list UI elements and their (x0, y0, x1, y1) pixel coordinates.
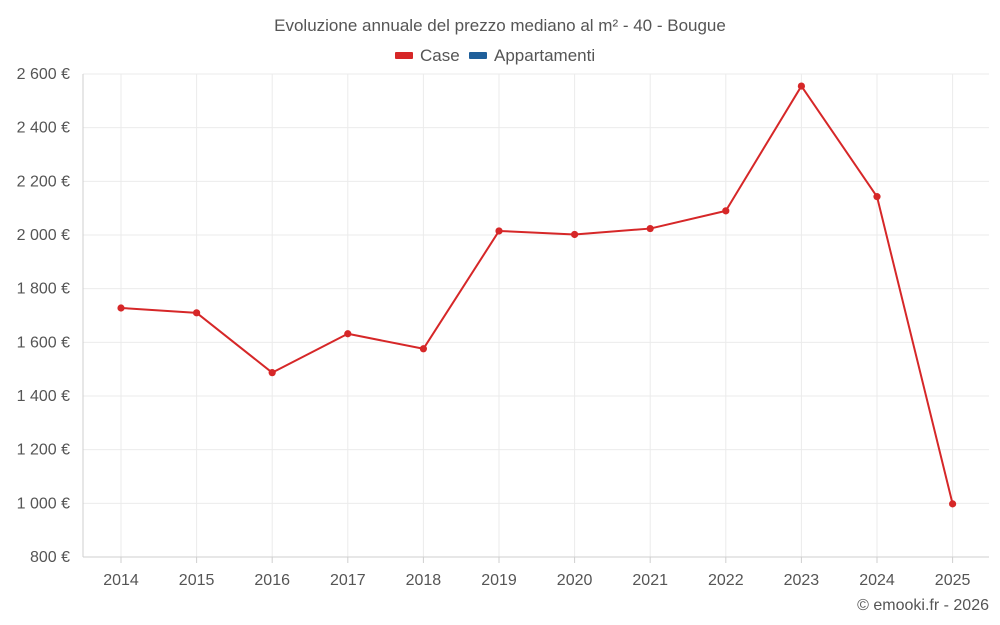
y-tick-label: 1 600 € (17, 334, 70, 351)
x-tick-label: 2016 (254, 572, 290, 589)
y-tick-label: 2 400 € (17, 120, 70, 137)
legend-label-case: Case (420, 46, 460, 65)
grid-lines (83, 73, 989, 557)
data-point-2022[interactable] (722, 207, 730, 215)
y-tick-label: 1 800 € (17, 281, 70, 298)
x-tick-label: 2025 (935, 572, 971, 589)
credit-text: © emooki.fr - 2026 (857, 597, 989, 614)
axes (82, 74, 989, 563)
data-point-2020[interactable] (571, 230, 579, 239)
y-tick-label: 1 000 € (17, 495, 70, 512)
data-point-2019[interactable] (495, 227, 503, 235)
y-tick-label: 1 400 € (17, 388, 70, 405)
x-tick-label: 2014 (103, 572, 139, 589)
legend: Case Appartamenti (395, 46, 595, 65)
data-point-2016[interactable] (268, 369, 276, 377)
y-tick-label: 1 200 € (17, 442, 70, 459)
legend-swatch-appartamenti (469, 52, 487, 59)
data-point-2025[interactable] (949, 500, 957, 508)
y-tick-label: 2 600 € (17, 66, 70, 83)
y-tick-label: 2 000 € (17, 227, 70, 244)
x-tick-label: 2018 (406, 572, 442, 589)
series-line-case (120, 85, 954, 505)
data-point-2014[interactable] (117, 304, 125, 312)
data-point-2021[interactable] (646, 224, 654, 233)
data-point-2023[interactable] (797, 82, 806, 90)
chart-title: Evoluzione annuale del prezzo mediano al… (274, 16, 726, 35)
x-tick-label: 2019 (481, 572, 517, 589)
legend-label-appartamenti: Appartamenti (494, 46, 595, 65)
x-tick-label: 2024 (859, 572, 895, 589)
legend-swatch-case (395, 52, 413, 59)
y-axis-tick-labels: 800 € 1 000 € 1 200 € 1 400 € 1 600 € 1 800 €… (17, 66, 70, 566)
data-point-2015[interactable] (193, 309, 201, 317)
data-point-2018[interactable] (419, 345, 427, 353)
legend-item-appartamenti[interactable]: Appartamenti (469, 46, 595, 65)
data-point-2017[interactable] (344, 330, 352, 338)
y-tick-label: 800 € (30, 549, 70, 566)
x-tick-label: 2023 (784, 572, 820, 589)
x-tick-label: 2020 (557, 572, 593, 589)
x-tick-label: 2021 (632, 572, 668, 589)
x-axis-tick-labels: 2014 2015 2016 2017 2018 2019 2020 2021 2022 2023… (103, 572, 970, 589)
x-tick-label: 2015 (179, 572, 215, 589)
data-point-2024[interactable] (873, 193, 881, 201)
x-tick-label: 2022 (708, 572, 744, 589)
x-tick-label: 2017 (330, 572, 366, 589)
series (117, 82, 957, 508)
legend-item-case[interactable]: Case (395, 46, 460, 65)
y-tick-label: 2 200 € (17, 173, 70, 190)
